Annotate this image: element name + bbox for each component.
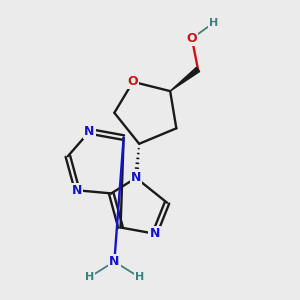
Text: H: H <box>134 272 144 282</box>
Text: O: O <box>128 75 138 88</box>
Text: O: O <box>187 32 197 45</box>
Text: H: H <box>209 18 218 28</box>
Polygon shape <box>170 67 200 91</box>
Text: N: N <box>84 125 95 138</box>
Text: N: N <box>149 227 160 240</box>
Text: H: H <box>85 272 94 282</box>
Text: N: N <box>72 184 83 197</box>
Text: N: N <box>109 255 119 268</box>
Text: N: N <box>131 171 141 184</box>
